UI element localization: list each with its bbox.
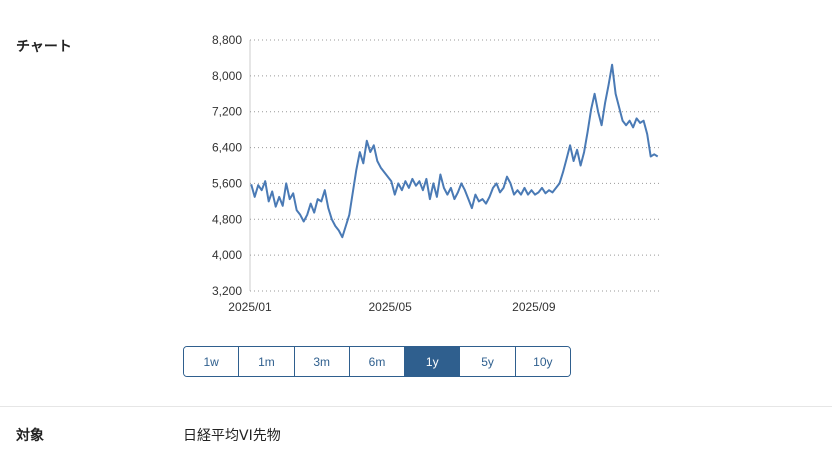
chart-section-label: チャート [16, 39, 72, 55]
y-tick-label: 4,000 [212, 248, 242, 262]
y-tick-label: 4,800 [212, 212, 242, 226]
range-button-6m[interactable]: 6m [349, 347, 406, 376]
section-divider [0, 406, 832, 407]
x-tick-label: 2025/09 [512, 300, 556, 314]
y-tick-label: 5,600 [212, 176, 242, 190]
y-tick-label: 6,400 [212, 141, 242, 155]
y-tick-label: 7,200 [212, 105, 242, 119]
y-tick-label: 8,000 [212, 69, 242, 83]
range-button-3m[interactable]: 3m [294, 347, 350, 376]
range-button-1m[interactable]: 1m [239, 347, 295, 376]
y-tick-label: 3,200 [212, 284, 242, 298]
price-chart: 3,200 4,000 4,800 5,600 6,400 7,200 8,000 8,800… [190, 28, 670, 328]
x-tick-label: 2025/05 [368, 300, 412, 314]
range-button-1y[interactable]: 1y [405, 347, 461, 376]
range-button-5y[interactable]: 5y [460, 347, 516, 376]
range-selector: 1w 1m 3m 6m 1y 5y 10y [183, 346, 571, 377]
series-line [250, 63, 659, 239]
x-tick-label: 2025/01 [228, 300, 272, 314]
target-value: 日経平均VI先物 [183, 428, 281, 444]
y-tick-label: 8,800 [212, 33, 242, 47]
target-section-label: 対象 [16, 428, 44, 444]
price-chart-svg: 3,200 4,000 4,800 5,600 6,400 7,200 8,000 8,800… [212, 33, 660, 314]
range-button-10y[interactable]: 10y [515, 347, 570, 376]
range-button-1w[interactable]: 1w [184, 347, 240, 376]
